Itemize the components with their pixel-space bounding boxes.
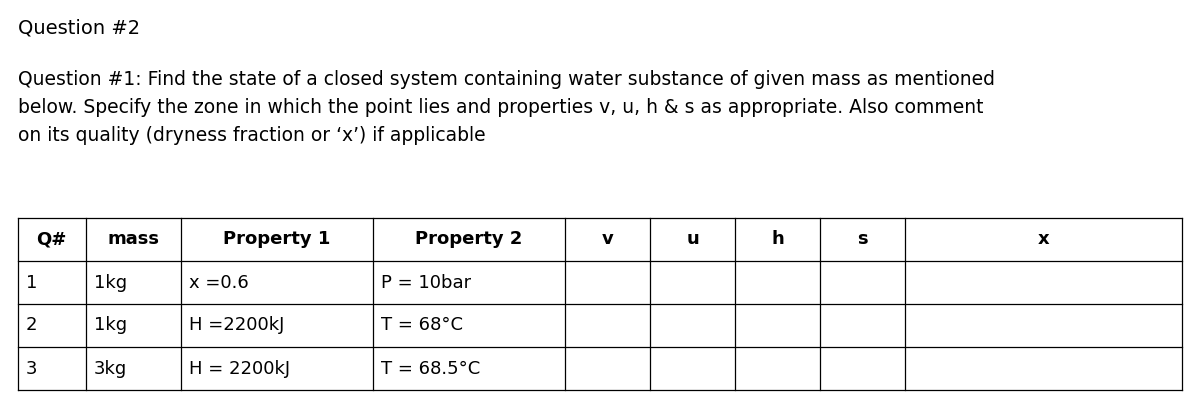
Text: P = 10bar: P = 10bar — [382, 273, 472, 292]
Text: 3kg: 3kg — [94, 359, 127, 377]
Text: Q#: Q# — [36, 230, 67, 249]
Text: Property 1: Property 1 — [223, 230, 331, 249]
Text: s: s — [857, 230, 868, 249]
Text: Question #2: Question #2 — [18, 18, 140, 37]
Text: 1kg: 1kg — [94, 316, 127, 335]
Text: mass: mass — [107, 230, 160, 249]
Text: x: x — [1038, 230, 1049, 249]
Text: u: u — [686, 230, 698, 249]
Text: 1kg: 1kg — [94, 273, 127, 292]
Text: below. Specify the zone in which the point lies and properties v, u, h & s as ap: below. Specify the zone in which the poi… — [18, 98, 984, 117]
Text: T = 68°C: T = 68°C — [382, 316, 463, 335]
Text: h: h — [772, 230, 784, 249]
Text: 2: 2 — [26, 316, 37, 335]
Text: 3: 3 — [26, 359, 37, 377]
Text: Question #1: Find the state of a closed system containing water substance of giv: Question #1: Find the state of a closed … — [18, 70, 995, 89]
Text: x =0.6: x =0.6 — [188, 273, 248, 292]
Text: H =2200kJ: H =2200kJ — [188, 316, 284, 335]
Text: T = 68.5°C: T = 68.5°C — [382, 359, 480, 377]
Text: on its quality (dryness fraction or ‘x’) if applicable: on its quality (dryness fraction or ‘x’)… — [18, 126, 486, 145]
Text: v: v — [601, 230, 613, 249]
Text: H = 2200kJ: H = 2200kJ — [188, 359, 290, 377]
Text: 1: 1 — [26, 273, 37, 292]
Text: Property 2: Property 2 — [415, 230, 523, 249]
